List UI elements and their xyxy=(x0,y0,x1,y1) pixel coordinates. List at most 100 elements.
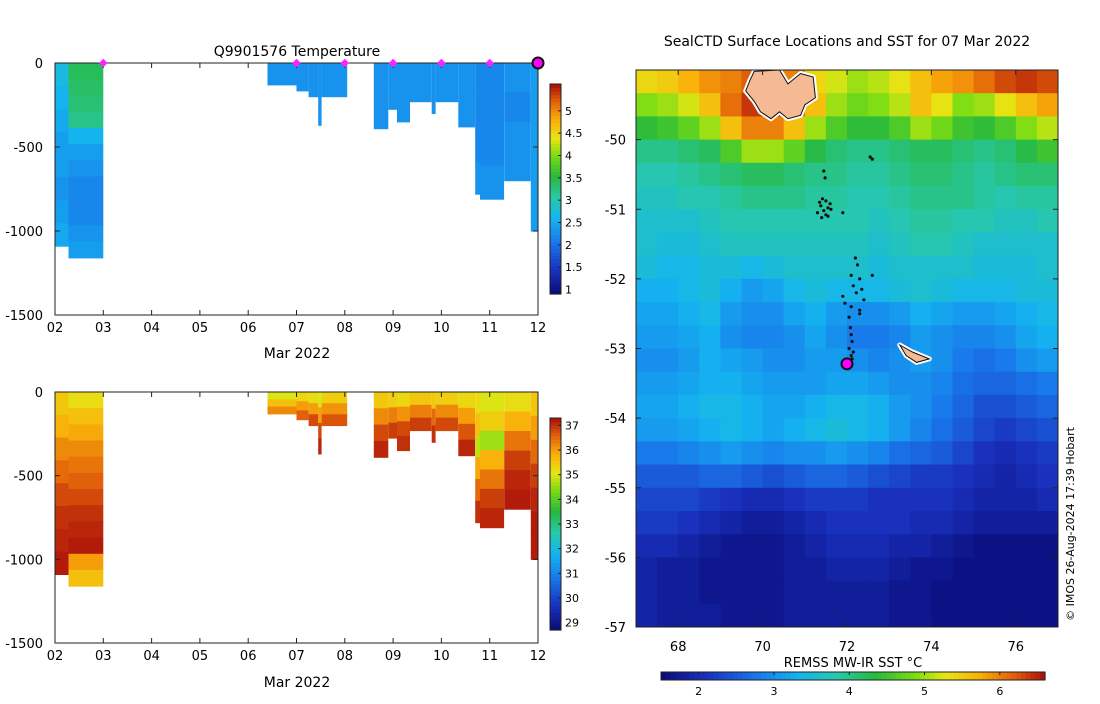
seal-track xyxy=(815,155,874,371)
sst-cell xyxy=(825,209,848,234)
y-tick-label: -50 xyxy=(605,134,626,149)
sst-cell xyxy=(783,209,806,234)
profile-cell xyxy=(458,407,476,425)
profile-cell xyxy=(435,404,459,419)
sst-cell xyxy=(636,209,658,234)
sst-cell xyxy=(931,302,954,326)
sst-cell xyxy=(636,255,658,280)
profile-cell xyxy=(318,94,322,126)
colorbar-swatch xyxy=(550,559,561,564)
sst-cell xyxy=(783,116,806,141)
sst-map-panel: SealCTD Surface Locations and SST for 07… xyxy=(605,34,1077,698)
sst-cell xyxy=(910,186,932,210)
profile-cell xyxy=(308,63,319,81)
sst-cell xyxy=(973,371,996,396)
colorbar-tick-label: 1 xyxy=(565,284,572,297)
sst-cell xyxy=(889,418,911,442)
sst-cell xyxy=(952,162,975,187)
salinity-colorbar-ticks: 29 30 31 32 33 34 35 36 37 xyxy=(558,419,579,630)
colorbar-swatch xyxy=(1021,672,1027,680)
colorbar-swatch xyxy=(805,672,811,680)
colorbar-swatch xyxy=(550,140,561,145)
profile-cell xyxy=(504,121,531,152)
sst-cell xyxy=(952,487,975,512)
colorbar-swatch xyxy=(550,608,561,613)
sst-cell xyxy=(931,441,954,466)
sst-cell xyxy=(762,302,785,326)
sst-cell xyxy=(910,603,932,627)
colorbar-swatch xyxy=(757,672,763,680)
sst-cell xyxy=(783,278,806,303)
colorbar-swatch xyxy=(550,471,561,476)
track-point xyxy=(847,346,851,351)
sst-cell xyxy=(804,487,827,512)
track-point xyxy=(819,204,823,208)
profile-cell xyxy=(68,176,104,194)
profile-markers xyxy=(99,56,545,70)
sst-cell xyxy=(783,162,806,187)
colorbar-swatch xyxy=(968,672,974,680)
colorbar-swatch xyxy=(814,672,820,680)
profile-cell xyxy=(68,209,104,226)
colorbar-tick-label: 2 xyxy=(695,685,702,698)
sst-cell xyxy=(868,557,890,582)
sst-cell xyxy=(657,371,679,396)
sst-cell xyxy=(657,70,679,94)
sst-cell xyxy=(889,116,911,141)
sst-cell xyxy=(741,441,764,466)
sst-cell xyxy=(636,580,658,605)
colorbar-swatch xyxy=(550,133,561,138)
sst-cell xyxy=(825,70,848,94)
sst-cell xyxy=(931,603,954,627)
y-tick-label: -52 xyxy=(605,273,626,288)
profile-cell xyxy=(504,450,531,471)
colorbar-swatch xyxy=(733,672,739,680)
sst-cell xyxy=(678,580,700,605)
sst-cell xyxy=(889,70,911,94)
sst-cell xyxy=(636,70,658,94)
sst-cell xyxy=(657,580,679,605)
sst-cell xyxy=(910,232,932,257)
sst-cell xyxy=(741,371,764,396)
profile-cell xyxy=(296,410,309,421)
sst-cell xyxy=(910,418,932,442)
sst-cell xyxy=(889,603,911,627)
map-y-axis: -50 -51 -52 -53 -54 -55 -56 -57 xyxy=(605,134,1058,636)
profile-cell xyxy=(55,460,69,484)
sst-cell xyxy=(762,139,785,164)
profile-cell xyxy=(296,63,309,78)
profile-cell xyxy=(435,82,459,103)
track-point xyxy=(870,273,874,277)
sst-cell xyxy=(678,603,700,627)
colorbar-swatch xyxy=(550,276,561,281)
sst-cell xyxy=(973,232,996,257)
profile-cell xyxy=(475,95,480,130)
profile-cell xyxy=(410,63,432,83)
sst-cell xyxy=(678,511,700,535)
sst-cell xyxy=(657,534,679,558)
sst-cell xyxy=(741,534,764,558)
sst-cell xyxy=(720,418,743,442)
sst-cell xyxy=(741,348,764,373)
profile-cell xyxy=(458,392,476,409)
colorbar-swatch xyxy=(689,672,696,680)
profile-cell xyxy=(504,151,531,182)
sst-cell xyxy=(931,348,954,373)
sst-cell xyxy=(889,325,911,350)
sst-cell xyxy=(636,534,658,558)
colorbar-swatch xyxy=(781,672,787,680)
x-tick-label: 03 xyxy=(95,321,112,336)
profile-cell xyxy=(410,417,432,432)
sst-cell xyxy=(720,232,743,257)
colorbar-swatch xyxy=(704,672,710,680)
colorbar-swatch xyxy=(843,672,849,680)
sst-cell xyxy=(804,162,827,187)
sst-cell xyxy=(1036,464,1058,489)
sst-cell xyxy=(720,209,743,234)
sst-cell xyxy=(678,162,700,187)
sst-cell xyxy=(952,186,975,210)
colorbar-swatch xyxy=(550,112,561,117)
colorbar-tick-label: 29 xyxy=(565,617,579,630)
sst-cell xyxy=(657,487,679,512)
profile-cell xyxy=(435,63,459,83)
